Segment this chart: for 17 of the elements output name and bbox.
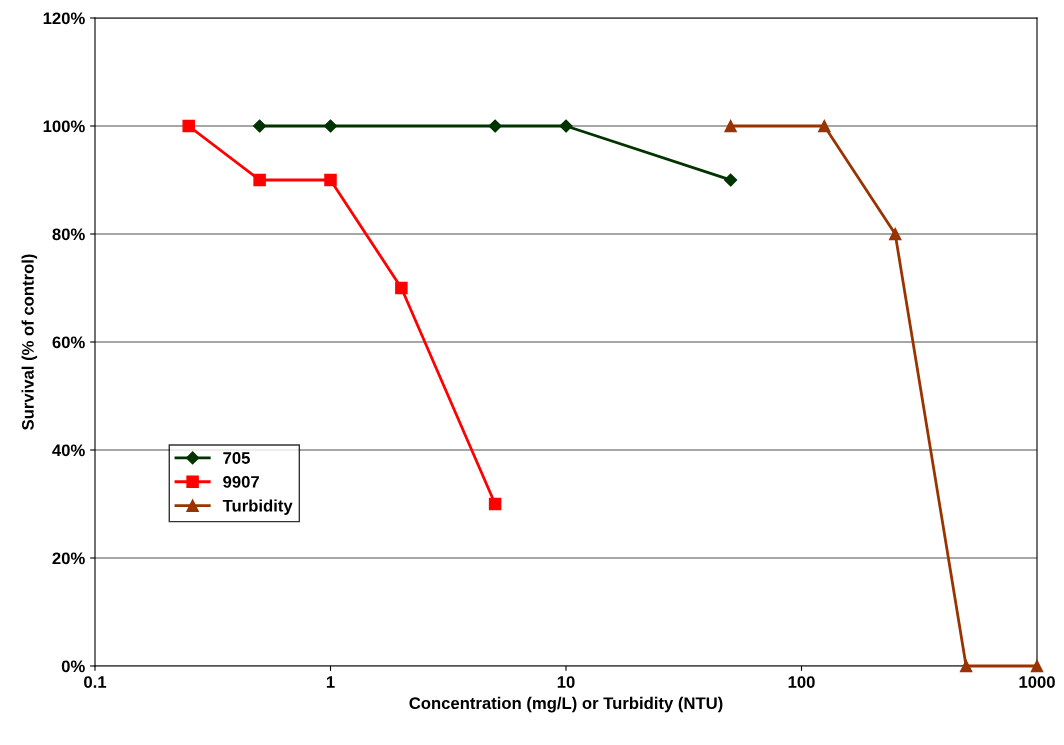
x-tick-label: 1 <box>326 676 335 688</box>
y-tick-label: 80% <box>52 228 85 241</box>
y-tick-label: 60% <box>52 336 85 349</box>
x-axis-title: Concentration (mg/L) or Turbidity (NTU) <box>409 696 723 713</box>
y-tick-label: 120% <box>43 12 85 25</box>
x-tick-label: 100 <box>788 676 815 688</box>
x-tick-label: 10 <box>557 676 575 688</box>
y-tick-label: 0% <box>61 660 85 673</box>
legend-label: 705 <box>223 452 250 464</box>
y-tick-label: 100% <box>43 120 85 133</box>
x-tick-label: 0.1 <box>84 676 107 688</box>
y-tick-label: 40% <box>52 444 85 457</box>
y-tick-label: 20% <box>52 552 85 565</box>
legend-label: Turbidity <box>222 499 293 515</box>
y-axis-title: Survival (% of control) <box>21 254 38 430</box>
legend-label: 9907 <box>223 475 259 488</box>
x-tick-label: 1000 <box>1019 676 1055 688</box>
